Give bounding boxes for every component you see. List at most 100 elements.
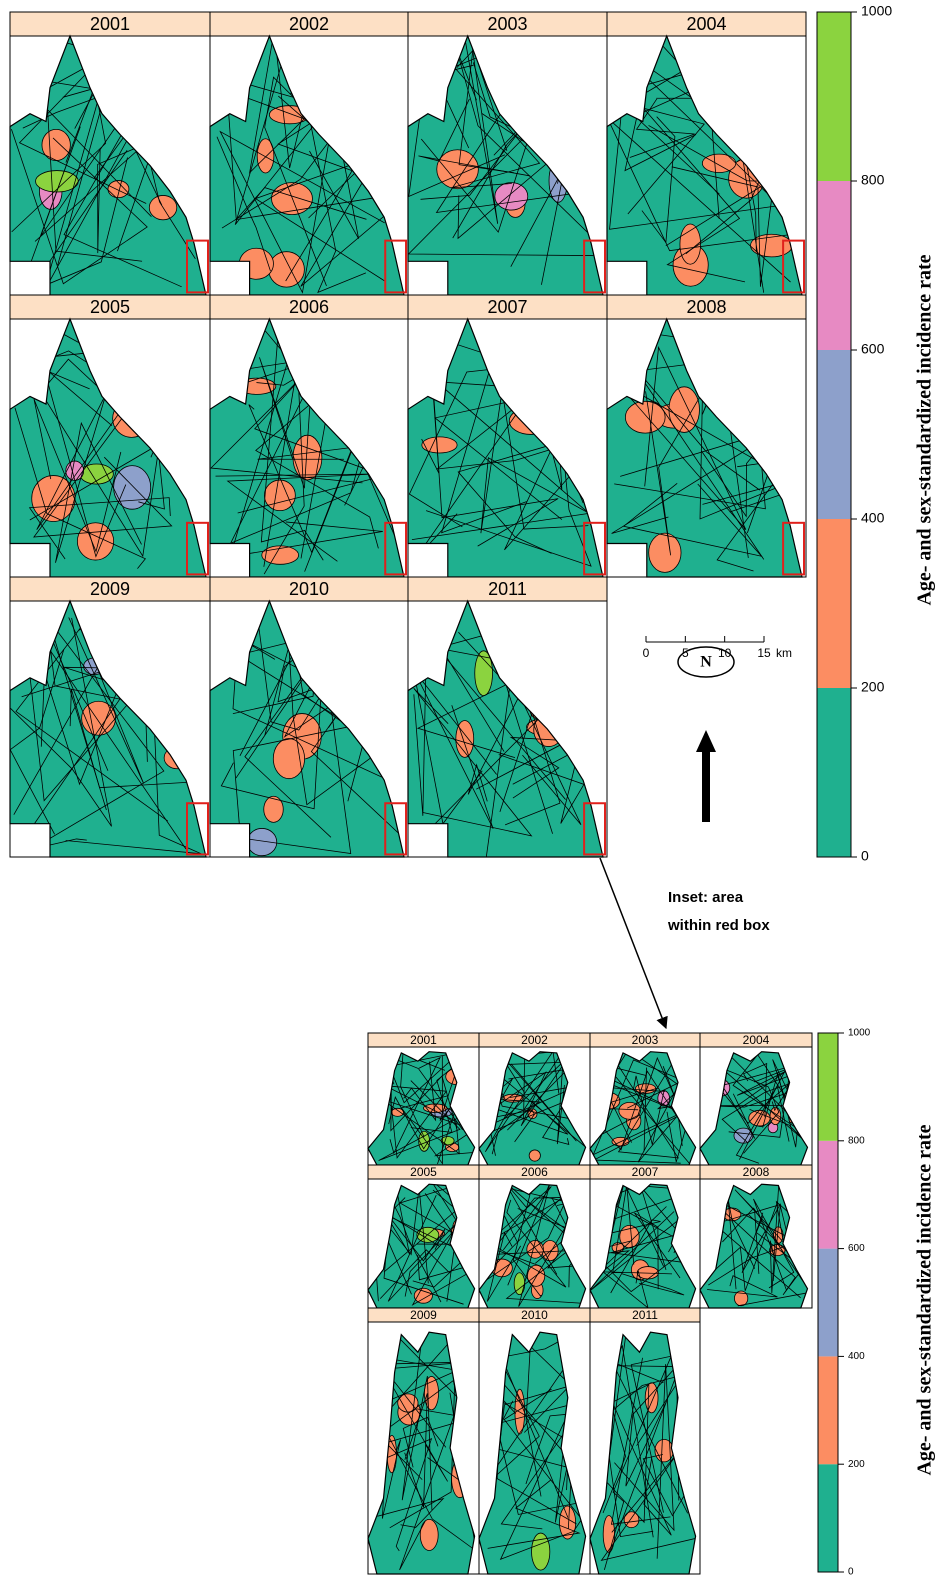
panel-title: 2006 (521, 1165, 548, 1179)
coastline (9, 599, 207, 858)
panel-header (606, 294, 807, 320)
panel-title: 2004 (743, 1033, 770, 1047)
region-border (388, 1087, 464, 1150)
coastline (478, 1051, 587, 1166)
scale-tick-label: 5 (682, 646, 689, 660)
panel-header (9, 11, 211, 37)
map-panel: 2003 (407, 11, 608, 296)
red-box (384, 239, 408, 294)
region-border (622, 482, 763, 557)
region-border (413, 622, 505, 816)
red-box (583, 239, 607, 294)
region-border (608, 1332, 654, 1538)
region (413, 1287, 433, 1304)
region (419, 1518, 439, 1551)
legend-tick-label: 0 (848, 1567, 854, 1576)
region-border (705, 1061, 780, 1154)
region (440, 1136, 455, 1146)
region-border (505, 1208, 586, 1304)
region-area (10, 36, 206, 295)
legend-title: Age- and sex-standardized incidence rate (914, 1124, 936, 1475)
region-area (408, 36, 603, 295)
region (292, 434, 323, 481)
region-border (69, 688, 197, 789)
region-border (426, 36, 541, 189)
region-border (10, 617, 112, 827)
panel-title: 2004 (686, 14, 726, 34)
legend-frame (816, 11, 852, 858)
legend-tick-label: 1000 (848, 1028, 871, 1039)
region-border (47, 630, 156, 771)
region-border (229, 336, 383, 558)
map-panel: 2011 (589, 1307, 701, 1575)
panel-title: 2002 (521, 1033, 548, 1047)
region-border (499, 1406, 586, 1561)
panel-title: 2010 (521, 1308, 548, 1322)
red-box (186, 239, 209, 294)
panel-title: 2006 (289, 297, 329, 317)
region-border (400, 1053, 446, 1138)
region-border (483, 1186, 552, 1267)
region-border (378, 1080, 465, 1161)
region-border (31, 619, 165, 850)
red-box (186, 521, 209, 576)
region-border (457, 428, 603, 554)
scale-tick-label: 0 (643, 646, 650, 660)
panel-title: 2009 (410, 1308, 437, 1322)
region-border (220, 610, 327, 810)
legend-band (818, 1248, 838, 1357)
map-panel: 2009 (9, 576, 211, 858)
region (494, 182, 529, 211)
region-border (388, 1215, 470, 1288)
map-panel: 2008 (699, 1164, 813, 1309)
region-area (479, 1051, 586, 1165)
region-border (645, 353, 726, 556)
region-border (592, 1059, 693, 1156)
legend-band (817, 350, 851, 519)
region (618, 1101, 641, 1120)
region-border (497, 1051, 577, 1142)
region-border (374, 1355, 461, 1482)
scale-tick-label: 15 (757, 646, 771, 660)
region-area (210, 36, 404, 295)
panel-title: 2008 (743, 1165, 770, 1179)
region-border (634, 1212, 681, 1290)
legend-band (818, 1140, 838, 1249)
region (624, 400, 666, 434)
region-border (604, 1374, 684, 1446)
region-border (408, 57, 506, 198)
region-border (628, 345, 747, 530)
coastline (589, 1051, 697, 1166)
scale-tick-label: 10 (718, 646, 732, 660)
region-border (210, 337, 363, 559)
region-border (489, 631, 582, 834)
map-panel: 2010 (209, 576, 409, 858)
legend-tick-label: 800 (861, 172, 885, 188)
panel-title: 2001 (90, 14, 130, 34)
region-border (592, 1115, 683, 1164)
regions (369, 1184, 475, 1306)
panel-header (606, 11, 807, 37)
region-border (383, 1195, 475, 1306)
panel-title: 2003 (487, 14, 527, 34)
map-panel: 2004 (699, 1032, 813, 1166)
panel-header (209, 11, 409, 37)
legend-tick-label: 0 (861, 848, 869, 864)
region (272, 738, 305, 780)
scale-unit: km (776, 646, 792, 660)
region-border (721, 1078, 803, 1143)
region-border (234, 605, 352, 854)
region-border (611, 428, 781, 534)
region-border (28, 497, 171, 560)
map-panel: 2007 (589, 1164, 701, 1309)
north-ellipse (677, 646, 735, 678)
region (107, 180, 130, 199)
legend-title: Age- and sex-standardized incidence rate (914, 254, 936, 605)
legend-tick-label: 200 (861, 679, 885, 695)
panel-title: 2003 (632, 1033, 659, 1047)
region-border (403, 1061, 437, 1122)
region-border (753, 1198, 795, 1290)
legend-tick-label: 400 (861, 510, 885, 526)
region-border (467, 611, 564, 802)
region-border (625, 1342, 696, 1487)
